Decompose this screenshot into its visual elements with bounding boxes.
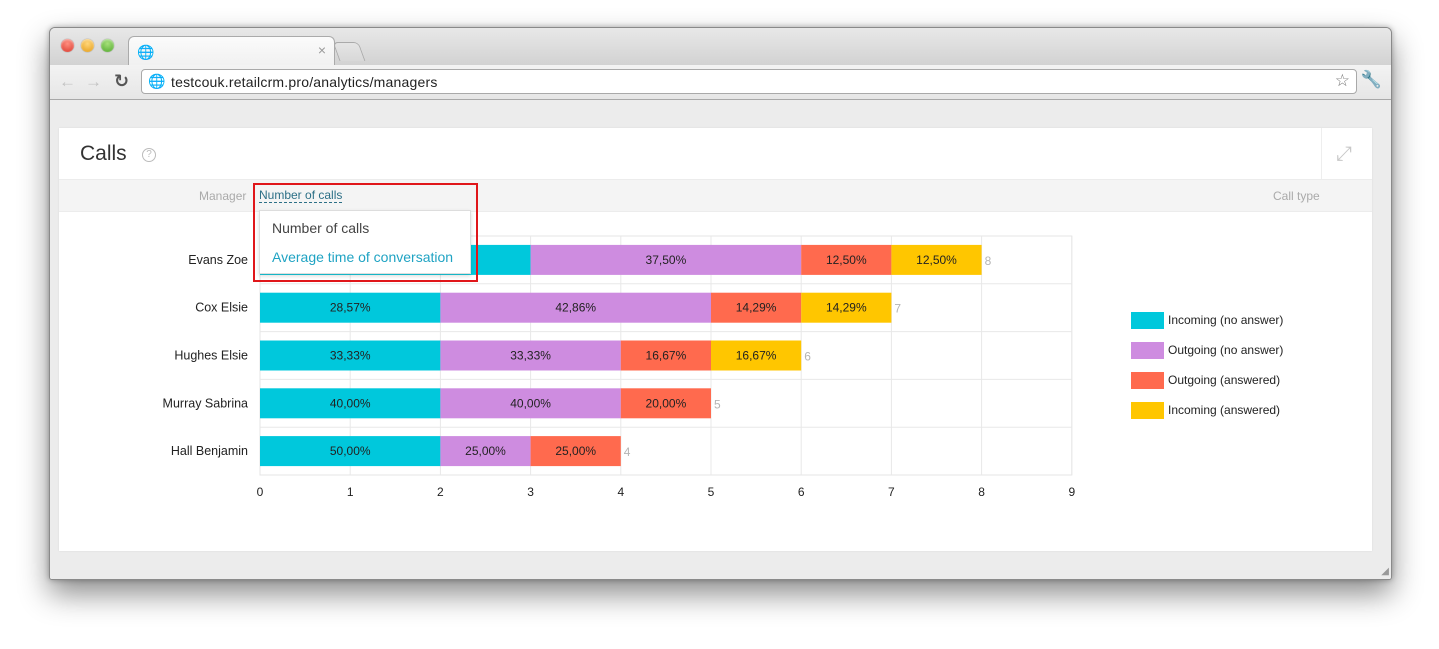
bar-segment [440, 292, 711, 323]
bar-data-label: 40,00% [330, 396, 371, 410]
row-total-label: 8 [985, 254, 992, 268]
bar-data-label: 42,86% [555, 301, 596, 315]
browser-toolbar: ← → ↻ 🌐 testcouk.retailcrm.pro/analytics… [50, 65, 1391, 100]
bar-segment [711, 292, 802, 323]
bar-segment [260, 292, 441, 323]
bar-data-label: 28,57% [330, 301, 371, 315]
bar-segment [260, 388, 441, 419]
bar-data-label: 20,00% [646, 396, 687, 410]
category-label: Murray Sabrina [163, 396, 248, 410]
bar-segment [260, 436, 441, 467]
bar-data-label: 16,67% [646, 349, 687, 363]
x-tick-label: 0 [257, 485, 264, 499]
bar-segment [711, 340, 802, 371]
close-window-button[interactable] [61, 39, 74, 52]
category-label: Hughes Elsie [174, 349, 248, 363]
bar-data-label: 37,50% [646, 253, 687, 267]
bar-data-label: 40,00% [510, 396, 551, 410]
maximize-window-button[interactable] [101, 39, 114, 52]
bar-segment [440, 340, 621, 371]
site-info-icon[interactable]: 🌐 [148, 73, 166, 89]
expand-area[interactable]: ⤢ [1321, 128, 1372, 179]
bar-segment [530, 436, 621, 467]
bar-data-label: 14,29% [736, 301, 777, 315]
x-tick-label: 7 [888, 485, 895, 499]
dropdown-option-number-of-calls[interactable]: Number of calls [272, 220, 370, 236]
minimize-window-button[interactable] [81, 39, 94, 52]
manager-column-label: Manager [199, 189, 247, 203]
bar-data-label: 25,00% [555, 444, 596, 458]
x-tick-label: 5 [708, 485, 715, 499]
bar-data-label: 16,67% [736, 349, 777, 363]
row-total-label: 7 [894, 302, 901, 316]
x-tick-label: 6 [798, 485, 805, 499]
bar-segment [620, 340, 711, 371]
x-tick-label: 4 [617, 485, 624, 499]
resize-grip-icon[interactable]: ◢ [1381, 566, 1389, 577]
bar-segment [440, 388, 621, 419]
legend-label: Outgoing (answered) [1168, 373, 1281, 387]
globe-icon: 🌐 [137, 44, 155, 60]
legend-swatch [1131, 342, 1164, 359]
new-tab-button[interactable] [332, 42, 366, 61]
help-icon[interactable]: ? [142, 148, 156, 162]
bar-data-label: 33,33% [510, 349, 551, 363]
back-arrow-icon[interactable]: ← [59, 72, 76, 91]
browser-window: 🌐 × ← → ↻ 🌐 testcouk.retailcrm.pro/analy… [49, 27, 1392, 580]
title-bar: 🌐 × [50, 28, 1391, 67]
x-tick-label: 2 [437, 485, 444, 499]
category-label: Hall Benjamin [171, 444, 248, 458]
bar-data-label: 12,50% [916, 253, 957, 267]
call-type-label: Call type [1273, 189, 1320, 203]
x-tick-label: 1 [347, 485, 354, 499]
bar-data-label: 33,33% [330, 349, 371, 363]
legend-label: Incoming (answered) [1168, 403, 1281, 417]
page-content: Calls ? ⤢ Manager Number of calls Call t… [50, 100, 1391, 579]
bar-segment [801, 244, 892, 275]
legend-label: Incoming (no answer) [1168, 313, 1284, 327]
address-bar[interactable]: 🌐 testcouk.retailcrm.pro/analytics/manag… [141, 69, 1357, 94]
legend-swatch [1131, 312, 1164, 329]
bar-segment [891, 244, 982, 275]
bookmark-star-icon[interactable]: ☆ [1334, 71, 1350, 90]
bar-data-label: 14,29% [826, 301, 867, 315]
wrench-menu-icon[interactable]: 🔧 [1360, 70, 1382, 89]
x-tick-label: 8 [978, 485, 985, 499]
highlight-box [253, 183, 478, 282]
panel-title: Calls [80, 142, 127, 165]
bar-segment [440, 436, 531, 467]
bar-data-label: 12,50% [826, 253, 867, 267]
x-tick-label: 3 [527, 485, 534, 499]
legend-swatch [1131, 372, 1164, 389]
bar-segment [801, 292, 892, 323]
category-label: Evans Zoe [188, 253, 248, 267]
reload-icon[interactable]: ↻ [114, 71, 130, 91]
x-tick-label: 9 [1068, 485, 1075, 499]
bar-data-label: 50,00% [330, 444, 371, 458]
row-total-label: 5 [714, 397, 721, 411]
legend-swatch [1131, 402, 1164, 419]
legend-label: Outgoing (no answer) [1168, 343, 1284, 357]
dropdown-option-average-time[interactable]: Average time of conversation [272, 249, 454, 265]
close-tab-icon[interactable]: × [317, 42, 326, 58]
calls-panel: Calls ? ⤢ Manager Number of calls Call t… [59, 128, 1372, 551]
row-total-label: 6 [804, 350, 811, 364]
url-text[interactable]: testcouk.retailcrm.pro/analytics/manager… [171, 74, 438, 90]
bar-segment [530, 244, 802, 275]
expand-icon[interactable]: ⤢ [1336, 143, 1352, 165]
row-total-label: 4 [624, 445, 631, 459]
metric-selector[interactable]: Number of calls [259, 188, 343, 203]
browser-tab[interactable]: 🌐 × [128, 36, 335, 67]
forward-arrow-icon[interactable]: → [85, 72, 102, 91]
category-label: Cox Elsie [195, 301, 248, 315]
bar-data-label: 25,00% [465, 444, 506, 458]
calls-bar-chart: Evans Zoe 37,50% 12,50% 12,50% 8 Cox Elsie 28,… [163, 235, 1075, 499]
bar-segment [260, 340, 441, 371]
metric-dropdown: Number of calls Average time of conversa… [259, 210, 471, 274]
bar-segment [620, 388, 711, 419]
